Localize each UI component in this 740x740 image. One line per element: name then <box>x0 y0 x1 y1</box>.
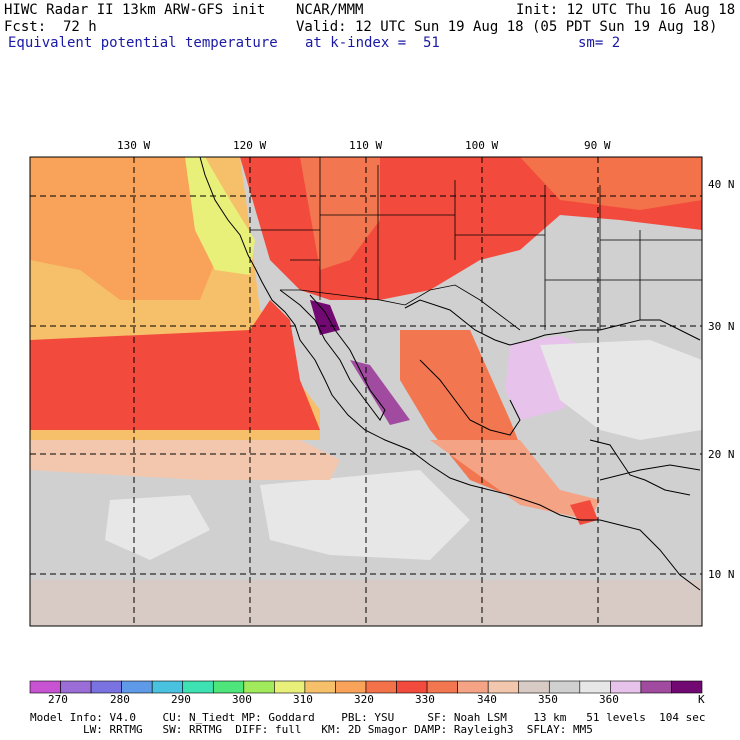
init-time: Init: 12 UTC Thu 16 Aug 18 <box>516 2 736 18</box>
colorbar-swatch <box>304 680 336 694</box>
level-index: at k-index = 51 <box>305 35 440 51</box>
colorbar-swatch <box>548 680 581 694</box>
lat-label-40n: 40 N <box>708 178 735 191</box>
smoothing-value: sm= 2 <box>578 35 621 51</box>
colorbar <box>29 680 703 694</box>
model-info-line1: Model Info: V4.0 CU: N_Tiedt MP: Goddard… <box>30 711 706 724</box>
colorbar-swatch <box>182 680 214 694</box>
colorbar-swatch <box>335 680 367 694</box>
lon-label-110w: 110 W <box>349 139 383 152</box>
white-gulf <box>540 340 702 440</box>
field-name: Equivalent potential temperature <box>8 35 278 51</box>
purple-baja <box>350 360 410 425</box>
map-frame <box>29 156 703 627</box>
colorbar-swatch <box>610 680 642 694</box>
lon-label-100w: 100 W <box>465 139 499 152</box>
political-borders <box>250 157 702 331</box>
red-northeast <box>520 157 702 210</box>
colorbar-label: 340 <box>477 693 497 706</box>
colorbar-swatch <box>671 680 703 694</box>
valid-time: Valid: 12 UTC Sun 19 Aug 18 (05 PDT Sun … <box>296 19 718 35</box>
colorbar-label: 300 <box>232 693 252 706</box>
colorbar-swatch <box>518 680 550 694</box>
colorbar-swatch <box>579 680 611 694</box>
colorbar-label: 320 <box>354 693 374 706</box>
lat-label-20n: 20 N <box>708 448 735 461</box>
colorbar-swatch <box>60 680 92 694</box>
colorbar-swatch <box>212 680 245 694</box>
colorbar-label: 360 <box>599 693 619 706</box>
colorbar-label: 310 <box>293 693 313 706</box>
colorbar-swatch <box>426 680 458 694</box>
light-orange-region <box>30 157 230 300</box>
pink-band <box>30 440 340 480</box>
model-title: HIWC Radar II 13km ARW-GFS init <box>4 2 266 18</box>
colorbar-swatch <box>365 680 397 694</box>
colorbar-swatch <box>457 680 489 694</box>
colorbar-swatch <box>487 680 520 694</box>
colorbar-swatch <box>243 680 275 694</box>
center-label: NCAR/MMM <box>296 2 364 18</box>
colorbar-label: 280 <box>110 693 130 706</box>
graticule <box>30 157 702 626</box>
yellow-coastal-strip <box>185 157 255 275</box>
colorbar-swatch <box>274 680 306 694</box>
lat-label-30n: 30 N <box>708 320 735 333</box>
colorbar-label: 270 <box>48 693 68 706</box>
forecast-hour: Fcst: 72 h <box>4 19 97 35</box>
colorbar-label: 290 <box>171 693 191 706</box>
white-region-west <box>105 495 210 560</box>
lon-label-90w: 90 W <box>584 139 611 152</box>
colorbar-swatch <box>151 680 184 694</box>
model-info-line2: LW: RRTMG SW: RRTMG DIFF: full KM: 2D Sm… <box>30 723 593 736</box>
colorbar-label: 350 <box>538 693 558 706</box>
colorbar-swatch <box>90 680 122 694</box>
lon-label-130w: 130 W <box>117 139 151 152</box>
lat-label-10n: 10 N <box>708 568 735 581</box>
red-pacific-band <box>30 300 320 430</box>
colorbar-label: 330 <box>415 693 435 706</box>
colorbar-swatch <box>396 680 428 694</box>
lon-label-120w: 120 W <box>233 139 267 152</box>
white-region-pacific <box>260 470 470 560</box>
light-salmon-mexico <box>430 440 600 520</box>
colorbar-swatch <box>640 680 672 694</box>
colorbar-swatch <box>29 680 61 694</box>
colorbar-unit: K <box>698 693 705 706</box>
colorbar-swatch <box>121 680 153 694</box>
